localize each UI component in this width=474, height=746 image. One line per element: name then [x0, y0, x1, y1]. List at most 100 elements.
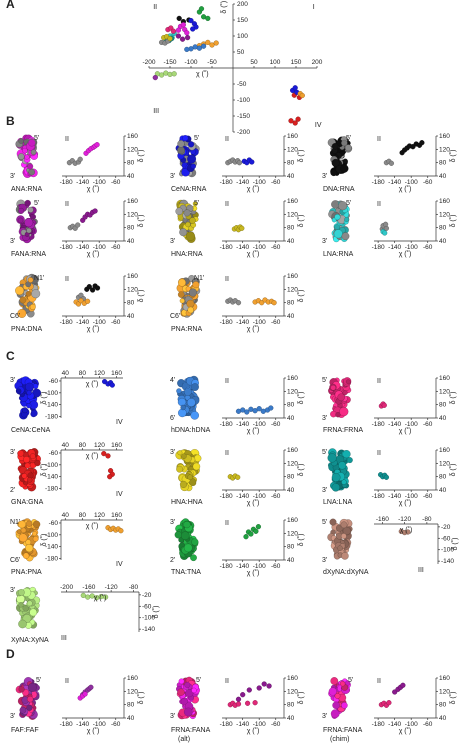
panel-c-1-y-tick: 160 — [287, 375, 298, 382]
panel-c-3-name: GNA:GNA — [11, 499, 44, 506]
panel-b-6-x-tick: -140 — [76, 319, 89, 326]
panel-c-6-x-tick: 120 — [94, 512, 105, 519]
panel-c-2-end-bottom: 3' — [322, 415, 327, 422]
panel-c-9-y-tick: -60 — [142, 603, 152, 610]
panel-b-2-y-tick: 80 — [439, 160, 447, 167]
panel-a-x-tick: -200 — [142, 59, 155, 66]
panel-d-1-plot — [222, 677, 286, 720]
panel-c-6-y-tick: -100 — [45, 532, 58, 539]
panel-d-0-end-bottom: 3' — [10, 713, 15, 720]
panel-a-point — [152, 74, 158, 81]
panel-b-5-name: LNA:RNA — [323, 251, 354, 258]
panel-b-4-y-tick: 160 — [287, 198, 298, 205]
panel-c-8-x-tick: -160 — [376, 516, 389, 523]
panel-c-7-point — [255, 524, 262, 530]
panel-b-6-quadrant: II — [65, 276, 69, 283]
panel-c-7-y-tick: 40 — [287, 557, 295, 564]
panel-a-point — [198, 6, 205, 12]
panel-d-1-x-label: χ (˚) — [247, 727, 260, 735]
panel-c-4-x-tick: -100 — [253, 493, 266, 500]
panel-d-1-end-top: 5' — [196, 677, 201, 684]
panel-c-2-y-tick: 80 — [439, 402, 447, 409]
panel-b-7-point — [235, 300, 242, 306]
panel-c-8-y-tick: -20 — [441, 524, 451, 531]
panel-c-2-x-tick: -140 — [388, 421, 401, 428]
panel-c-7-x-label: χ (˚) — [247, 569, 260, 577]
panel-a-x-tick: 100 — [270, 59, 281, 66]
panel-b-2-end-top: 5' — [346, 135, 351, 142]
panel-c-3-molecule — [17, 448, 41, 492]
panel-a-plot — [148, 3, 318, 133]
panel-b-1-x-tick: -100 — [253, 179, 266, 186]
panel-d-0-quadrant: II — [65, 678, 69, 685]
panel-c-4-point — [235, 474, 241, 480]
panel-c-2-x-label: χ (˚) — [399, 427, 412, 435]
panel-c-3-x-tick: 120 — [94, 442, 105, 449]
panel-c-1-plot — [222, 377, 286, 420]
panel-b-2-point — [419, 140, 425, 146]
panel-b-0-quadrant: II — [65, 136, 69, 143]
panel-b-0-y-tick: 160 — [127, 133, 138, 140]
panel-b-7-end-top: N1' — [194, 275, 204, 282]
panel-c-4-end-top: 3' — [170, 449, 175, 456]
panel-b-3-y-tick: 80 — [127, 225, 135, 232]
panel-d-0-end-top: 5' — [36, 677, 41, 684]
panel-b-0-x-tick: -60 — [111, 179, 121, 186]
panel-c-5-y-tick: 80 — [439, 474, 447, 481]
panel-a-point — [176, 15, 182, 22]
panel-b-5-end-bottom: 3' — [322, 238, 327, 245]
panel-c-3-point — [101, 451, 107, 457]
panel-a-quad-I: I — [313, 4, 315, 11]
panel-b-1-x-tick: -60 — [271, 179, 281, 186]
panel-c-9-molecule — [15, 586, 41, 629]
panel-c-2-y-label: δ (˚) — [449, 392, 457, 405]
panel-b-2-x-tick: -140 — [388, 179, 401, 186]
panel-c-0-y-tick: -180 — [45, 414, 58, 421]
panel-b-3-plot — [62, 200, 126, 243]
panel-b-6-y-label: δ (˚) — [137, 290, 145, 303]
panel-b-3-x-label: χ (˚) — [87, 250, 100, 258]
panel-b-2-name: DNA:RNA — [323, 186, 355, 193]
panel-b-0-y-tick: 120 — [127, 146, 138, 153]
panel-c-8-name: dXyNA:dXyNA — [323, 569, 369, 576]
panel-c-1-name: hDNA:hDNA — [171, 427, 211, 434]
panel-b-7-x-tick: -60 — [271, 319, 281, 326]
panel-a-x-tick: -150 — [163, 59, 176, 66]
panel-d-2-y-label: δ (˚) — [449, 692, 457, 705]
panel-b-5-y-tick: 80 — [439, 225, 447, 232]
panel-b-5-molecule — [328, 200, 350, 243]
panel-a-point — [185, 34, 191, 41]
panel-c-2-y-tick: 120 — [439, 388, 450, 395]
panel-c-5-name: LNA:LNA — [323, 499, 353, 506]
panel-b-4-y-tick: 120 — [287, 211, 298, 218]
panel-c-5-end-bottom: 3' — [322, 487, 327, 494]
panel-c-7-y-label: δ (˚) — [297, 534, 305, 547]
panel-d-1-point — [245, 700, 251, 706]
panel-a-point — [180, 22, 187, 28]
panel-d-2-x-tick: -180 — [372, 721, 385, 728]
panel-c-7-end-top: 3' — [170, 519, 175, 526]
panel-c-9-x-tick: -160 — [82, 584, 95, 591]
panel-c-2-end-top: 5' — [322, 377, 327, 384]
panel-d-1-point — [252, 700, 258, 706]
panel-a-point — [175, 27, 182, 33]
panel-c-8-quadrant: III — [418, 567, 424, 574]
panel-c-7-name: TNA:TNA — [171, 569, 201, 576]
panel-c-1-y-tick: 120 — [287, 388, 298, 395]
panel-c-6-x-tick: 40 — [62, 512, 70, 519]
panel-c-4-x-tick: -140 — [236, 493, 249, 500]
panel-a-y-tick: -100 — [237, 97, 250, 104]
panel-c-1-end-top: 4' — [170, 377, 175, 384]
panel-c-7-y-tick: 120 — [287, 530, 298, 537]
panel-c-7-x-tick: -180 — [220, 563, 233, 570]
panel-c-4-quadrant: II — [225, 450, 229, 457]
panel-b-4-x-tick: -180 — [220, 244, 233, 251]
panel-b-1-y-tick: 80 — [287, 160, 295, 167]
panel-a-point — [213, 40, 219, 46]
panel-b-4-end-top: 5' — [194, 200, 199, 207]
panel-b-5-quadrant: II — [377, 201, 381, 208]
panel-c-5-quadrant: II — [377, 450, 381, 457]
panel-a-x-tick: -100 — [184, 59, 197, 66]
panel-c-3-quadrant: IV — [116, 491, 123, 498]
panel-b-0-point — [77, 156, 83, 162]
